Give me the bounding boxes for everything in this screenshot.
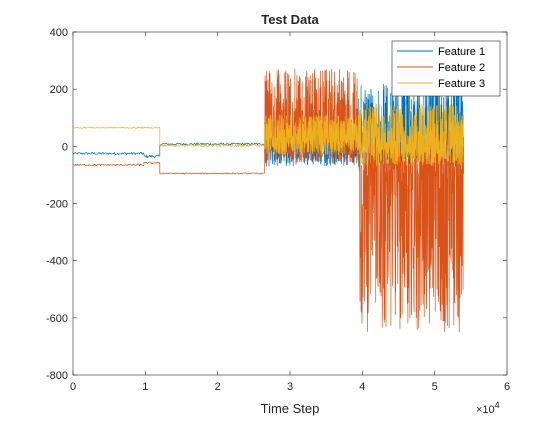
legend: Feature 1 Feature 2 Feature 3 — [391, 40, 501, 97]
x-tick-label: 4 — [359, 381, 365, 393]
x-tick-label: 6 — [504, 381, 510, 393]
y-tick-label: -800 — [46, 370, 68, 382]
y-tick-label: 200 — [50, 84, 68, 96]
legend-box — [391, 40, 501, 97]
x-tick-label: 3 — [287, 381, 293, 393]
series-layer — [72, 68, 464, 333]
y-tick-label: -200 — [46, 199, 68, 211]
y-tick-label: -600 — [46, 313, 68, 325]
chart-title: Test Data — [261, 12, 319, 27]
x-tick-label: 5 — [432, 381, 438, 393]
y-tick-label: 400 — [50, 27, 68, 39]
legend-label: Feature 1 — [438, 46, 485, 58]
x-tick-label: 2 — [215, 381, 221, 393]
x-tick-label: 0 — [70, 381, 76, 393]
x-tick-label: 1 — [142, 381, 148, 393]
series-line-3 — [72, 103, 464, 167]
x-exponent-power: 4 — [495, 400, 500, 410]
legend-items: Feature 1 Feature 2 Feature 3 — [397, 46, 485, 90]
ticks-layer: 0 1 2 3 4 5 6 -800 -600 -400 -200 0 200 400 — [46, 27, 510, 393]
x-exponent-label: ×104 — [476, 400, 500, 416]
legend-label: Feature 2 — [438, 62, 485, 74]
y-tick-label: -400 — [46, 256, 68, 268]
x-exponent-base: ×10 — [476, 404, 495, 416]
legend-label: Feature 3 — [438, 78, 485, 90]
y-tick-label: 0 — [62, 141, 68, 153]
x-axis-label: Time Step — [261, 401, 320, 416]
